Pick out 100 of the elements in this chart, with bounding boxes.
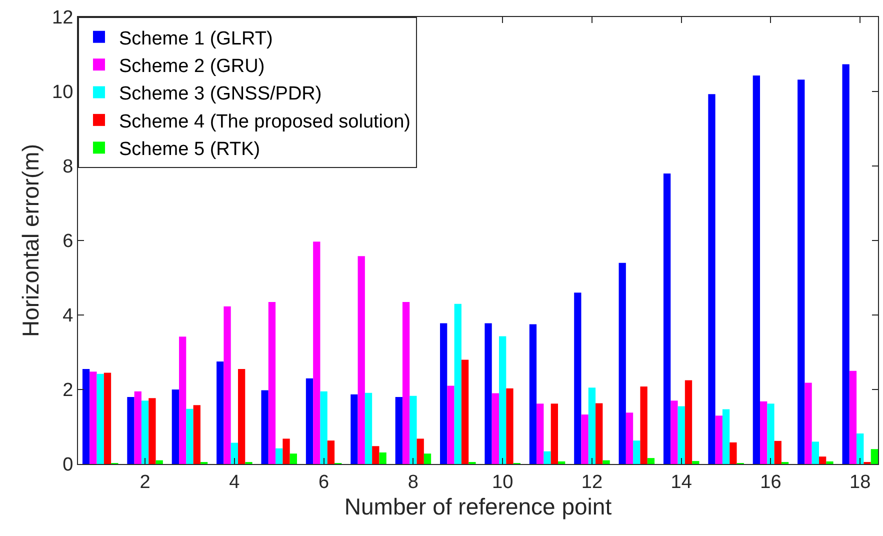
bar	[327, 440, 335, 464]
bar	[819, 456, 826, 464]
bar	[558, 461, 566, 464]
x-tick-label: 8	[408, 472, 418, 493]
bar	[268, 302, 276, 464]
bar	[708, 94, 716, 464]
bar	[492, 393, 500, 464]
bar	[529, 324, 537, 464]
bar	[127, 396, 134, 464]
bar	[550, 404, 558, 464]
bar	[596, 403, 603, 464]
bar	[193, 405, 200, 464]
y-tick-label: 10	[52, 82, 74, 104]
bar	[402, 302, 410, 464]
legend-label: Scheme 4 (The proposed solution)	[119, 111, 410, 132]
bar	[134, 391, 142, 464]
bar	[730, 442, 737, 464]
bar	[216, 362, 224, 464]
y-tick-label: 0	[62, 454, 74, 476]
bar	[179, 336, 186, 464]
bar	[364, 392, 372, 464]
bar	[230, 442, 238, 464]
bar	[692, 461, 700, 464]
bar	[588, 388, 596, 464]
bar	[581, 414, 588, 464]
bar	[261, 390, 268, 464]
bar	[148, 398, 156, 464]
bar	[536, 404, 544, 464]
y-tick-label: 4	[62, 306, 74, 327]
bar	[306, 378, 314, 464]
bar	[849, 370, 857, 464]
x-tick-label: 6	[318, 472, 330, 493]
y-tick-label: 8	[62, 156, 74, 178]
bar	[379, 452, 386, 464]
bar	[626, 412, 634, 464]
bar	[424, 454, 432, 464]
bar	[640, 386, 648, 464]
bar	[499, 336, 506, 464]
bar	[141, 400, 149, 464]
bar	[663, 173, 671, 464]
bar	[156, 460, 163, 464]
bar	[440, 323, 448, 464]
bar	[447, 386, 454, 464]
legend-label: Scheme 3 (GNSS/PDR)	[119, 84, 322, 105]
x-tick-label: 18	[850, 472, 871, 493]
y-tick-label: 12	[52, 8, 74, 29]
bar	[618, 262, 626, 464]
bar	[647, 458, 655, 464]
bar	[574, 292, 582, 464]
bar	[104, 372, 112, 464]
legend-label: Scheme 1 (GLRT)	[119, 28, 273, 50]
bar	[684, 380, 692, 464]
bar	[602, 460, 610, 464]
x-tick-label: 16	[760, 472, 782, 493]
bar	[870, 449, 878, 464]
x-tick-label: 4	[229, 472, 240, 493]
bar	[722, 409, 730, 464]
bar	[752, 75, 760, 464]
bar	[238, 369, 246, 464]
bar	[410, 396, 417, 464]
bar	[670, 400, 678, 464]
bar	[276, 448, 283, 464]
y-tick-label: 6	[62, 231, 74, 252]
bar	[358, 256, 365, 464]
bar	[826, 461, 834, 464]
bar	[804, 382, 812, 464]
bar	[506, 388, 514, 464]
legend-label: Scheme 2 (GRU)	[119, 56, 265, 77]
bar	[96, 374, 104, 464]
bar	[82, 369, 90, 464]
bar	[313, 242, 320, 464]
bar	[186, 408, 194, 464]
bar	[484, 323, 492, 464]
bar	[416, 438, 424, 464]
bar	[454, 304, 462, 464]
bar	[290, 454, 297, 464]
bar	[842, 64, 850, 464]
bar	[372, 446, 380, 464]
bar	[544, 451, 551, 464]
x-tick-label: 12	[581, 472, 603, 493]
bar	[774, 440, 782, 464]
bar	[395, 396, 402, 464]
x-tick-label: 2	[140, 472, 150, 493]
bar	[224, 306, 231, 464]
bar	[461, 360, 469, 464]
bar	[678, 406, 685, 464]
bar	[320, 391, 328, 464]
bar	[767, 404, 774, 464]
bar	[715, 416, 722, 464]
bar	[633, 440, 640, 464]
legend-label: Scheme 5 (RTK)	[119, 139, 260, 160]
bar	[282, 438, 290, 464]
bar	[760, 401, 768, 464]
bar	[812, 442, 820, 464]
bar	[172, 390, 180, 464]
x-tick-label: 10	[492, 472, 514, 493]
bar	[90, 372, 97, 464]
x-axis-title: Number of reference point	[344, 493, 612, 520]
bar	[856, 433, 864, 464]
bar	[350, 394, 358, 464]
